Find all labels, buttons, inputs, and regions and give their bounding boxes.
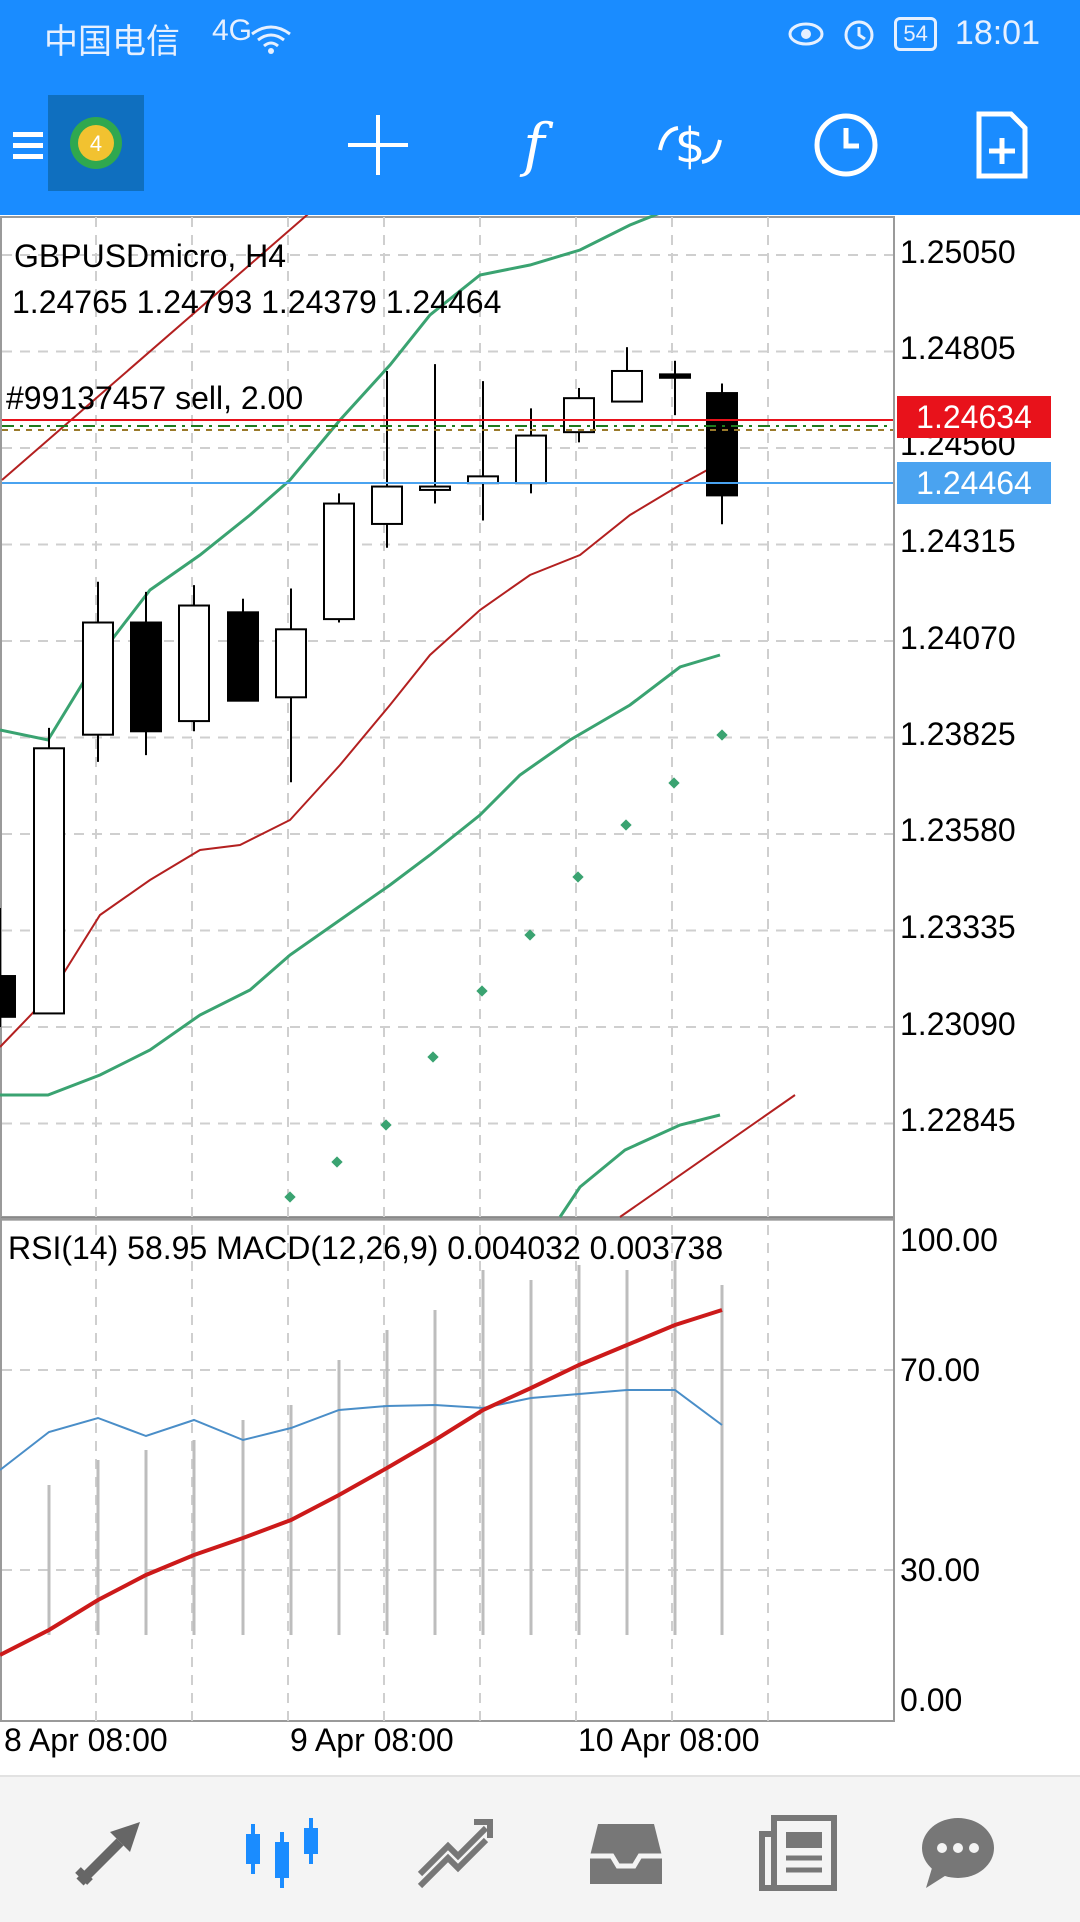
status-bar: 中国电信 4G 54 18:01 <box>0 0 1080 75</box>
bearish-candle <box>227 611 259 702</box>
crosshair-icon[interactable] <box>336 103 420 187</box>
bullish-candle <box>275 628 307 699</box>
svg-text:4: 4 <box>90 131 102 156</box>
menu-icon[interactable] <box>0 103 70 187</box>
parabolic-sar-dot <box>331 1156 343 1168</box>
parabolic-sar-dot <box>668 777 680 789</box>
price-axis-label: 1.24315 <box>900 523 1016 559</box>
indicator-frame <box>0 1218 895 1722</box>
bearish-candle <box>706 392 738 497</box>
carrier-name: 中国电信 <box>44 22 180 62</box>
indicator-label: RSI(14) 58.95 MACD(12,26,9) 0.004032 0.0… <box>8 1230 724 1266</box>
parabolic-sar-dot <box>284 1191 296 1203</box>
bullish-candle <box>323 502 355 621</box>
network-type: 4G <box>212 14 253 47</box>
price-axis-label: 1.23090 <box>900 1006 1016 1042</box>
indicator-axis-label: 0.00 <box>900 1682 963 1718</box>
price-axis-label: 1.24070 <box>900 620 1016 656</box>
symbol-label: GBPUSDmicro, H4 <box>14 238 287 274</box>
history-icon[interactable] <box>586 1812 666 1892</box>
alarm-icon <box>844 20 874 49</box>
price-axis-label: 1.22845 <box>900 1102 1016 1138</box>
order-label[interactable]: #99137457 sell, 2.00 <box>6 380 304 416</box>
bullish-candle <box>82 621 114 736</box>
timeframe-icon[interactable] <box>804 103 888 187</box>
trend-line-lower <box>619 1094 796 1218</box>
battery-indicator: 54 <box>894 16 937 51</box>
bullish-candle <box>371 485 403 525</box>
rsi-line <box>0 1389 723 1471</box>
main-chart-frame <box>0 216 895 1218</box>
bullish-candle <box>563 397 595 434</box>
svg-text:$: $ <box>675 118 706 174</box>
metatrader-logo-icon[interactable]: 4 <box>48 95 144 191</box>
chart-icon[interactable] <box>242 1812 322 1892</box>
trade-icon[interactable] <box>414 1812 494 1892</box>
trade-icon[interactable]: $ <box>648 103 732 187</box>
bullish-candle <box>33 747 65 1015</box>
indicator-axis-label: 70.00 <box>900 1352 981 1388</box>
parabolic-sar-dot <box>716 729 728 741</box>
bollinger-lower-line <box>0 653 721 1097</box>
bullish-candle <box>611 369 643 403</box>
messages-icon[interactable] <box>918 1812 998 1892</box>
price-axis-label: 1.23580 <box>900 812 1016 848</box>
price-axis-label: 1.23825 <box>900 716 1016 752</box>
svg-text:f: f <box>519 111 554 179</box>
time-axis-label: 10 Apr 08:00 <box>578 1722 760 1758</box>
bearish-candle <box>130 621 162 733</box>
ohlc-label: 1.24765 1.24793 1.24379 1.24464 <box>12 284 502 320</box>
parabolic-sar-dot <box>620 819 632 831</box>
new-order-icon[interactable] <box>960 103 1044 187</box>
ask-price-tag: 1.24634 <box>897 396 1051 438</box>
indicators-icon[interactable]: f <box>492 103 576 187</box>
bollinger-lower-segment <box>558 1113 721 1218</box>
bottom-navigation <box>0 1775 1080 1922</box>
parabolic-sar-dot <box>524 929 536 941</box>
bullish-candle <box>515 434 547 485</box>
price-axis-label: 1.25050 <box>900 234 1016 270</box>
price-axis-label: 1.24805 <box>900 330 1016 366</box>
parabolic-sar-dot <box>476 985 488 997</box>
news-icon[interactable] <box>758 1812 838 1892</box>
moving-average-line <box>0 462 721 1048</box>
time-axis-label: 8 Apr 08:00 <box>4 1722 168 1758</box>
indicator-axis-label: 100.00 <box>900 1222 998 1258</box>
parabolic-sar-dot <box>427 1051 439 1063</box>
chart-area[interactable] <box>0 215 1080 1760</box>
price-axis-label: 1.23335 <box>900 909 1016 945</box>
top-toolbar: 4 f $ <box>0 75 1080 215</box>
bearish-candle <box>0 975 16 1018</box>
trend-line-upper <box>1 215 309 481</box>
macd-signal-line <box>0 1308 723 1657</box>
price-chart[interactable] <box>0 215 1080 1760</box>
bid-price-tag: 1.24464 <box>897 462 1051 504</box>
indicator-axis-label: 30.00 <box>900 1552 981 1588</box>
clock: 18:01 <box>954 14 1040 52</box>
bullish-candle <box>178 604 210 723</box>
eye-icon <box>788 22 824 45</box>
bullish-candle <box>419 485 451 491</box>
parabolic-sar-dot <box>380 1119 392 1131</box>
parabolic-sar-dot <box>572 871 584 883</box>
wifi-icon <box>251 25 291 54</box>
quotes-icon[interactable] <box>70 1812 150 1892</box>
time-axis-label: 9 Apr 08:00 <box>290 1722 454 1758</box>
bearish-candle <box>659 373 691 379</box>
